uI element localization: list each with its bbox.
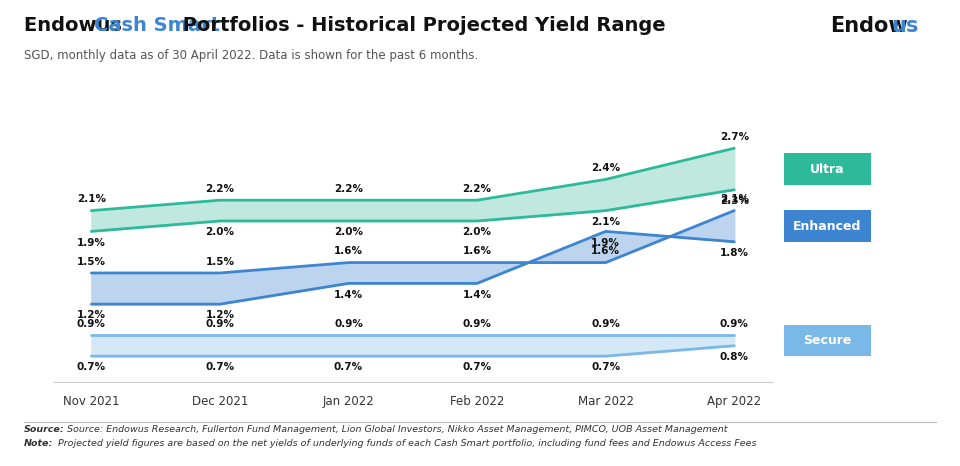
Text: 0.7%: 0.7%	[463, 363, 492, 372]
Text: 0.9%: 0.9%	[77, 319, 106, 329]
Text: 0.9%: 0.9%	[463, 319, 492, 329]
Text: 0.9%: 0.9%	[205, 319, 234, 329]
Text: Cash Smart: Cash Smart	[94, 16, 220, 35]
Text: Endow: Endow	[830, 16, 908, 36]
Text: 0.7%: 0.7%	[591, 363, 620, 372]
Text: 2.0%: 2.0%	[334, 227, 363, 237]
Text: 1.5%: 1.5%	[205, 257, 234, 267]
Text: SGD, monthly data as of 30 April 2022. Data is shown for the past 6 months.: SGD, monthly data as of 30 April 2022. D…	[24, 49, 478, 62]
Text: Note:: Note:	[24, 439, 53, 448]
Text: Projected yield figures are based on the net yields of underlying funds of each : Projected yield figures are based on the…	[55, 439, 756, 448]
Text: 2.1%: 2.1%	[77, 194, 106, 205]
Text: 0.7%: 0.7%	[77, 363, 106, 372]
Text: 0.9%: 0.9%	[334, 319, 363, 329]
Text: 2.4%: 2.4%	[591, 163, 620, 173]
Text: 1.6%: 1.6%	[334, 247, 363, 256]
Text: 1.4%: 1.4%	[463, 289, 492, 300]
Text: Source: Endowus Research, Fullerton Fund Management, Lion Global Investors, Nikk: Source: Endowus Research, Fullerton Fund…	[64, 425, 728, 434]
Text: 2.2%: 2.2%	[463, 184, 492, 194]
Text: Portfolios - Historical Projected Yield Range: Portfolios - Historical Projected Yield …	[176, 16, 665, 35]
Text: 1.6%: 1.6%	[591, 247, 620, 256]
Text: us: us	[892, 16, 920, 36]
Text: Ultra: Ultra	[810, 163, 845, 176]
Text: 2.2%: 2.2%	[334, 184, 363, 194]
Text: 0.8%: 0.8%	[720, 352, 749, 362]
Text: 0.7%: 0.7%	[205, 363, 234, 372]
Text: 1.4%: 1.4%	[334, 289, 363, 300]
Text: 2.0%: 2.0%	[463, 227, 492, 237]
Text: Secure: Secure	[804, 334, 852, 347]
Text: 1.9%: 1.9%	[591, 238, 620, 247]
Text: 2.0%: 2.0%	[205, 227, 234, 237]
Text: Enhanced: Enhanced	[793, 219, 862, 233]
Text: 1.8%: 1.8%	[720, 248, 749, 258]
Text: 2.1%: 2.1%	[591, 217, 620, 227]
Text: 0.7%: 0.7%	[334, 363, 363, 372]
Text: 1.2%: 1.2%	[205, 310, 234, 321]
Text: 1.2%: 1.2%	[77, 310, 106, 321]
Text: Endowus: Endowus	[24, 16, 129, 35]
Text: 1.9%: 1.9%	[77, 238, 106, 247]
Text: 2.2%: 2.2%	[205, 184, 234, 194]
Text: 1.6%: 1.6%	[463, 247, 492, 256]
Text: 1.5%: 1.5%	[77, 257, 106, 267]
Text: 2.3%: 2.3%	[720, 196, 749, 206]
Text: 2.1%: 2.1%	[720, 194, 749, 205]
Text: 2.7%: 2.7%	[720, 132, 749, 142]
Text: 0.9%: 0.9%	[720, 319, 749, 329]
Text: Source:: Source:	[24, 425, 64, 434]
Text: 0.9%: 0.9%	[591, 319, 620, 329]
